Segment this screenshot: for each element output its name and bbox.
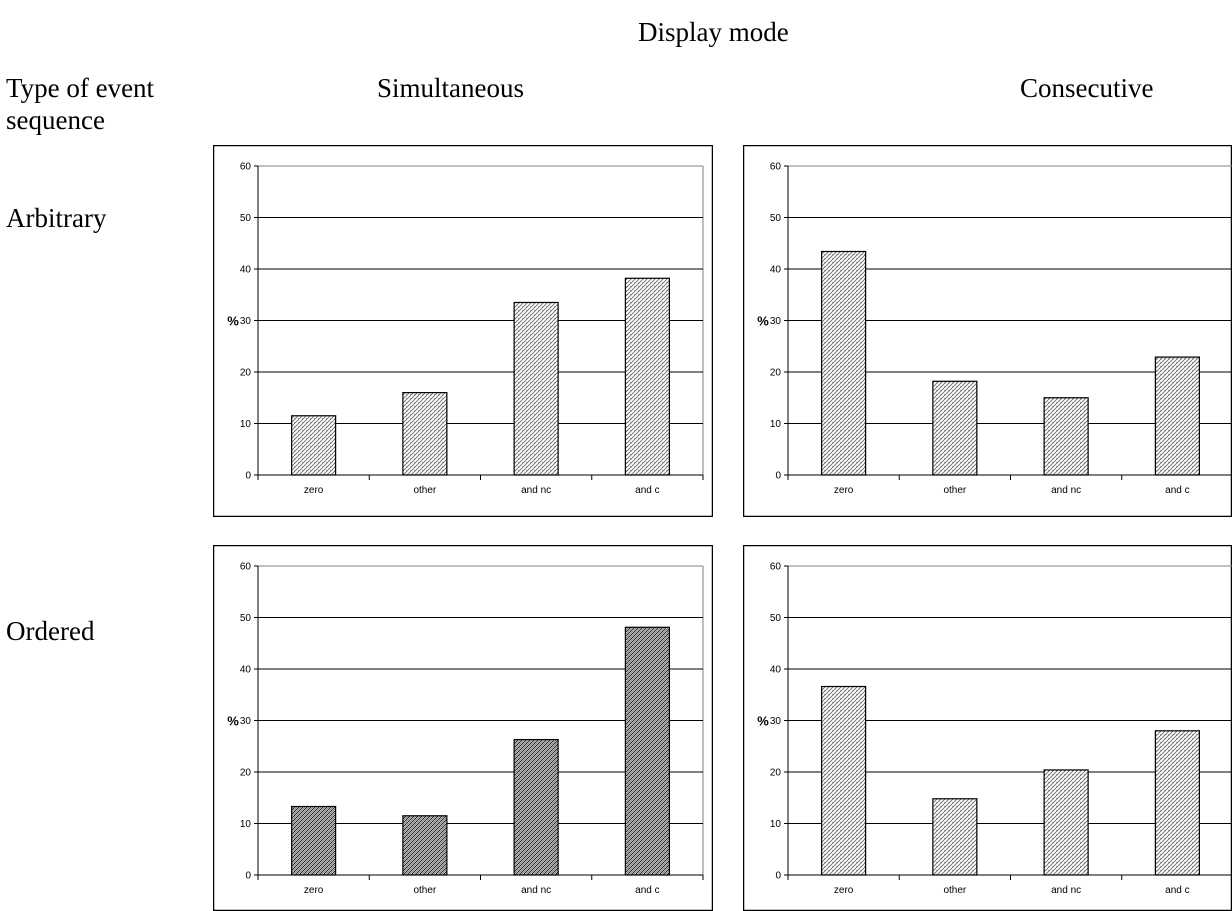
y-tick-label: 10 [240,819,252,830]
y-tick-label: 0 [245,871,251,882]
bar-and-nc [513,301,559,476]
row-axis-heading: Type of event sequence [6,73,155,135]
bar-and-nc [1043,397,1089,476]
bar-zero [821,250,867,476]
y-axis-label: % [227,314,239,329]
bar-zero [291,415,337,476]
x-tick-label: other [413,485,436,496]
bar-and-c [1154,730,1200,876]
bar-and-c [624,277,670,476]
y-tick-label: 40 [770,265,782,276]
x-tick-label: zero [834,485,854,496]
x-tick-label: zero [834,885,854,896]
bar-zero [821,685,867,876]
x-tick-label: and c [1165,485,1189,496]
y-tick-label: 0 [245,471,251,482]
y-tick-label: 20 [770,768,782,779]
column-header-simultaneous: Simultaneous [377,73,524,103]
y-tick-label: 30 [240,716,252,727]
y-tick-label: 20 [770,368,782,379]
x-tick-label: other [943,485,966,496]
x-tick-label: zero [304,485,324,496]
chart-arbitrary-simultaneous: 0 10 20 30 40 50 60% zero other and nc and c [213,145,713,517]
x-tick-label: and c [635,485,659,496]
bar-other [402,392,448,476]
x-tick-label: and nc [521,885,551,896]
y-tick-label: 40 [240,665,252,676]
chart-ordered-consecutive: 0 10 20 30 40 50 60% zero other and nc and c [743,545,1232,911]
y-tick-label: 10 [770,419,782,430]
y-tick-label: 60 [240,562,252,573]
x-tick-label: and nc [1051,485,1081,496]
bar-and-nc [1043,769,1089,876]
y-tick-label: 30 [770,316,782,327]
x-tick-label: zero [304,885,324,896]
y-tick-label: 20 [240,768,252,779]
x-tick-label: and nc [1051,885,1081,896]
bar-other [932,798,978,876]
x-tick-label: other [413,885,436,896]
chart-arbitrary-consecutive: 0 10 20 30 40 50 60% zero other and nc and c [743,145,1232,517]
y-axis-label: % [227,714,239,729]
y-tick-label: 50 [240,613,252,624]
column-header-consecutive: Consecutive [1020,73,1154,103]
y-tick-label: 20 [240,368,252,379]
bar-other [932,380,978,476]
y-tick-label: 30 [770,716,782,727]
y-axis-label: % [757,714,769,729]
y-tick-label: 60 [770,162,782,173]
y-tick-label: 10 [240,419,252,430]
y-tick-label: 50 [770,213,782,224]
y-tick-label: 30 [240,316,252,327]
chart-ordered-simultaneous: 0 10 20 30 40 50 60% zero other and nc and c [213,545,713,911]
x-tick-label: and nc [521,485,551,496]
y-tick-label: 40 [240,265,252,276]
bar-and-c [624,626,670,876]
y-tick-label: 60 [770,562,782,573]
y-tick-label: 0 [775,471,781,482]
x-tick-label: and c [1165,885,1189,896]
bar-and-c [1154,356,1200,476]
display-mode-heading: Display mode [638,17,789,47]
y-tick-label: 50 [770,613,782,624]
y-tick-label: 40 [770,665,782,676]
chart-frame [213,145,713,517]
bar-and-nc [513,738,559,876]
bar-zero [291,805,337,876]
y-tick-label: 50 [240,213,252,224]
y-tick-label: 60 [240,162,252,173]
y-axis-label: % [757,314,769,329]
bar-other [402,815,448,876]
row-header-ordered: Ordered [6,616,95,646]
x-tick-label: other [943,885,966,896]
row-header-arbitrary: Arbitrary [6,203,107,233]
x-tick-label: and c [635,885,659,896]
y-tick-label: 0 [775,871,781,882]
y-tick-label: 10 [770,819,782,830]
